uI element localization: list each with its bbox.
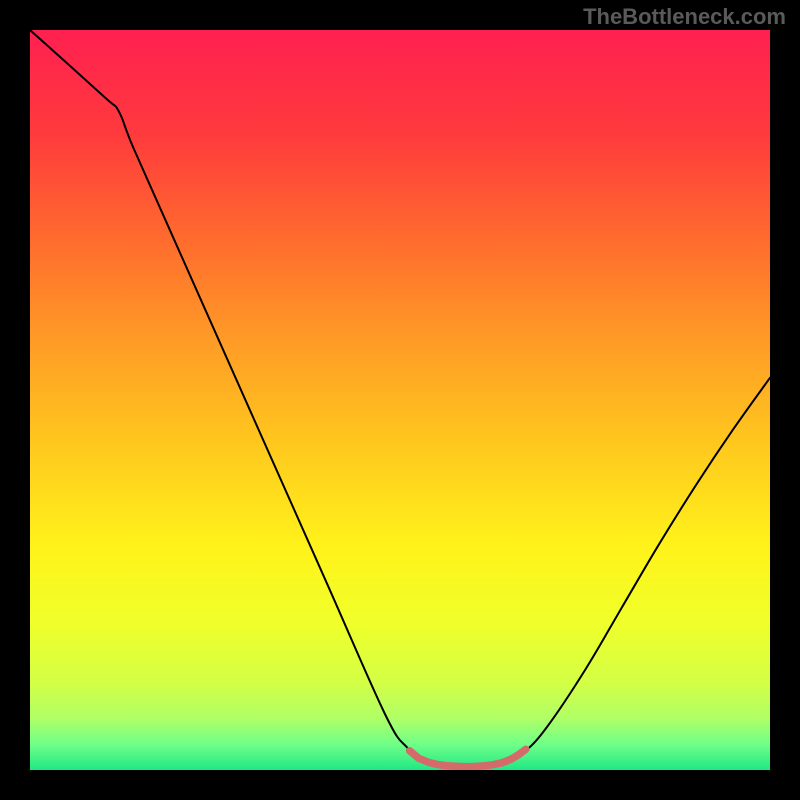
watermark-text: TheBottleneck.com xyxy=(583,4,786,30)
plot-area xyxy=(30,30,770,770)
chart-svg xyxy=(30,30,770,770)
gradient-background xyxy=(30,30,770,770)
